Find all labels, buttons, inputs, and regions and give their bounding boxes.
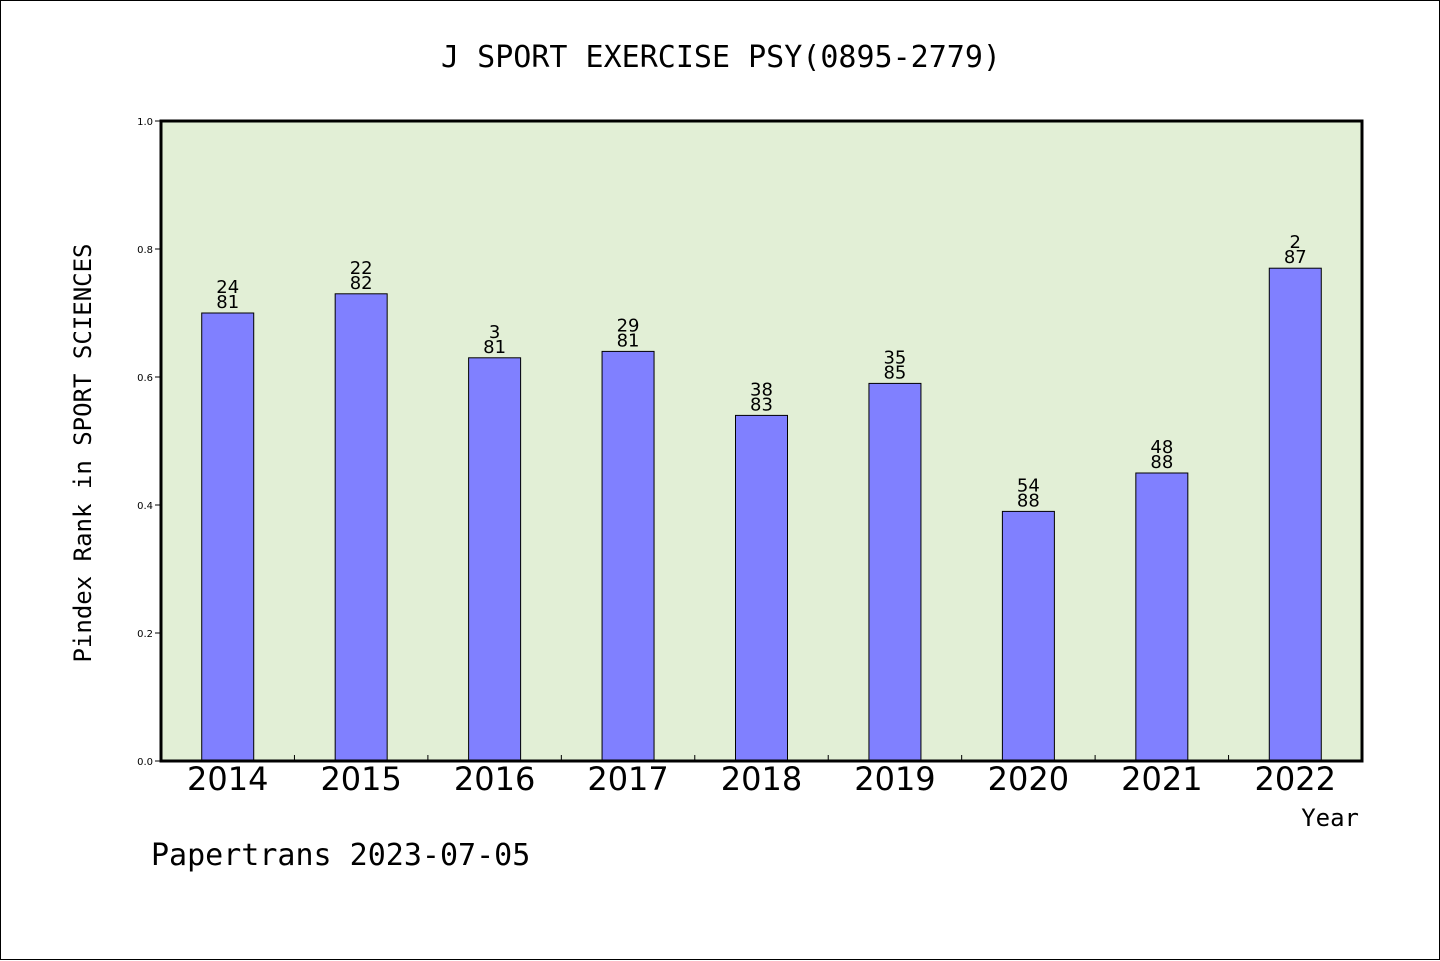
x-tick-label: 2014 bbox=[187, 760, 268, 798]
x-tick-label: 2022 bbox=[1255, 760, 1336, 798]
bar-rank-label: 29 bbox=[617, 315, 640, 336]
bar-rank-label: 24 bbox=[216, 277, 239, 298]
bar-total-label: 81 bbox=[216, 292, 239, 313]
bar-2022 bbox=[1268, 267, 1322, 762]
bar-rank-label: 3 bbox=[489, 322, 500, 343]
bar-total-label: 88 bbox=[1017, 490, 1040, 511]
y-tick-label: 0.8 bbox=[137, 245, 153, 256]
x-tick-label: 2020 bbox=[988, 760, 1069, 798]
bar-2015 bbox=[334, 293, 388, 762]
x-tick-label: 2018 bbox=[721, 760, 802, 798]
x-tick-label: 2016 bbox=[454, 760, 535, 798]
bar-2018 bbox=[735, 414, 788, 762]
x-axis-label: Year bbox=[1301, 804, 1359, 832]
x-tick-label: 2015 bbox=[320, 760, 401, 798]
bar-2021 bbox=[1135, 472, 1189, 762]
y-tick-label: 1.0 bbox=[137, 117, 153, 128]
x-tick-label: 2017 bbox=[587, 760, 668, 798]
chart-title: J SPORT EXERCISE PSY(0895-2779) bbox=[441, 40, 1001, 75]
bar-2019 bbox=[868, 382, 922, 762]
bar-rank-label: 54 bbox=[1017, 475, 1040, 496]
bar-total-label: 87 bbox=[1284, 247, 1307, 268]
y-tick-label: 0.0 bbox=[137, 757, 153, 768]
x-axis: 2014 2015 2016 2017 2018 2019 2020 2021 2022 bbox=[187, 755, 1336, 798]
bar-rank-label: 35 bbox=[883, 347, 906, 368]
bar-rank-label: 38 bbox=[750, 379, 773, 400]
y-tick-label: 0.6 bbox=[137, 373, 153, 384]
y-axis-label: Pindex Rank in SPORT SCIENCES bbox=[69, 243, 97, 662]
bar-total-label: 83 bbox=[750, 394, 773, 415]
bar-2017 bbox=[601, 350, 655, 762]
x-tick-label: 2019 bbox=[854, 760, 935, 798]
bars-group bbox=[201, 267, 1322, 762]
bar-total-label: 81 bbox=[617, 330, 640, 351]
plot-border bbox=[159, 119, 1364, 763]
bar-total-label: 81 bbox=[483, 337, 506, 358]
bar-rank-label: 2 bbox=[1290, 232, 1301, 253]
footer-credit: Papertrans 2023-07-05 bbox=[151, 838, 530, 873]
bar-2014 bbox=[201, 312, 255, 762]
x-tick-label: 2021 bbox=[1121, 760, 1202, 798]
bar-total-label: 82 bbox=[350, 273, 373, 294]
y-axis: 0.0 0.2 0.4 0.6 0.8 1.0 bbox=[137, 117, 161, 768]
bar-total-label: 85 bbox=[883, 362, 906, 383]
bar-rank-label: 22 bbox=[350, 258, 373, 279]
bar-total-label: 88 bbox=[1150, 452, 1173, 473]
y-tick-label: 0.2 bbox=[137, 629, 153, 640]
bar-2016 bbox=[468, 357, 522, 762]
y-tick-label: 0.4 bbox=[137, 501, 153, 512]
bar-2020 bbox=[1001, 510, 1055, 762]
bar-rank-label: 48 bbox=[1150, 437, 1173, 458]
